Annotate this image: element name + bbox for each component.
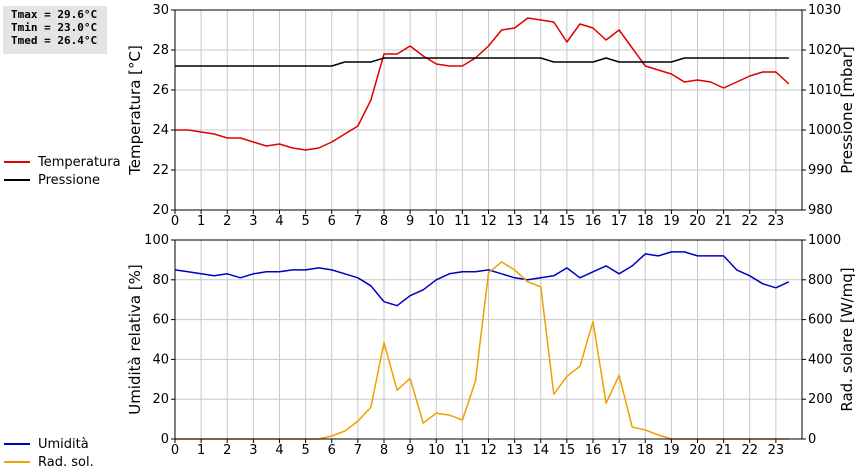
- chart1-y2tick-label-4: 800: [808, 273, 833, 288]
- chart1-xtick-label-16: 16: [585, 443, 602, 458]
- tmed-stat: Tmed = 26.4°C: [11, 34, 98, 47]
- chart1-xtick-label-21: 21: [715, 443, 732, 458]
- chart0-xtick-label-2: 2: [223, 214, 231, 229]
- chart0-y2tick-label-0: 980: [808, 203, 833, 218]
- chart1-xtick-label-2: 2: [223, 443, 231, 458]
- legend-label-pressione: Pressione: [38, 172, 101, 188]
- chart0-y2tick-label-4: 1020: [808, 43, 841, 58]
- chart0-xtick-label-12: 12: [480, 214, 497, 229]
- chart0-xtick-label-13: 13: [506, 214, 523, 229]
- chart1-xtick-label-23: 23: [768, 443, 785, 458]
- tmax-stat: Tmax = 29.6°C: [11, 8, 98, 21]
- chart1-ytick-label-3: 60: [152, 313, 169, 328]
- chart0-y2tick-label-2: 1000: [808, 123, 841, 138]
- chart0-xtick-label-22: 22: [741, 214, 758, 229]
- chart0-xtick-label-9: 9: [406, 214, 414, 229]
- chart1-ytick-label-0: 0: [161, 432, 169, 447]
- legend-label-umidita: Umidità: [38, 436, 89, 452]
- chart1-xtick-label-22: 22: [741, 443, 758, 458]
- chart0-ytick-label-2: 24: [152, 123, 169, 138]
- chart0-xtick-label-16: 16: [585, 214, 602, 229]
- chart1-xtick-label-17: 17: [611, 443, 628, 458]
- chart1-xtick-label-4: 4: [275, 443, 283, 458]
- chart0-y2tick-label-3: 1010: [808, 83, 841, 98]
- chart0-xtick-label-20: 20: [689, 214, 706, 229]
- chart0-ytick-label-3: 26: [152, 83, 169, 98]
- legend-item-temperatura: Temperatura: [4, 153, 121, 171]
- legend-swatch-pressione: [4, 179, 30, 181]
- chart0-xtick-label-6: 6: [328, 214, 336, 229]
- chart1-y2tick-label-1: 200: [808, 392, 833, 407]
- legend-label-temperatura: Temperatura: [38, 154, 121, 170]
- chart0-xtick-label-0: 0: [171, 214, 179, 229]
- chart1-y2tick-label-2: 400: [808, 352, 833, 367]
- chart0-xtick-label-19: 19: [663, 214, 680, 229]
- chart1-xtick-label-12: 12: [480, 443, 497, 458]
- legend-swatch-temperatura: [4, 161, 30, 163]
- chart1-xtick-label-8: 8: [380, 443, 388, 458]
- chart0-xtick-label-15: 15: [559, 214, 576, 229]
- chart0-xtick-label-8: 8: [380, 214, 388, 229]
- chart0-series-0: [175, 17, 790, 151]
- chart0-ylabel: Temperatura [°C]: [126, 45, 144, 176]
- chart1-xtick-label-5: 5: [301, 443, 309, 458]
- chart1-xtick-label-1: 1: [197, 443, 205, 458]
- chart1-xtick-label-10: 10: [428, 443, 445, 458]
- chart0-series-1: [175, 57, 789, 67]
- chart1-series-0: [174, 251, 790, 307]
- chart1-xtick-label-19: 19: [663, 443, 680, 458]
- chart1-xtick-label-6: 6: [328, 443, 336, 458]
- chart1-ytick-label-5: 100: [144, 233, 169, 248]
- chart1-xtick-label-20: 20: [689, 443, 706, 458]
- chart1-ytick-label-1: 20: [152, 392, 169, 407]
- chart0-xtick-label-10: 10: [428, 214, 445, 229]
- chart1-xtick-label-15: 15: [559, 443, 576, 458]
- chart0-xtick-label-21: 21: [715, 214, 732, 229]
- chart0-xtick-label-5: 5: [301, 214, 309, 229]
- chart1-y2tick-label-0: 0: [808, 432, 816, 447]
- chart0-y2label: Pressione [mbar]: [838, 46, 856, 174]
- chart0-xtick-label-11: 11: [454, 214, 471, 229]
- chart1-xtick-label-0: 0: [171, 443, 179, 458]
- chart1-xtick-label-14: 14: [532, 443, 549, 458]
- chart0-xtick-label-17: 17: [611, 214, 628, 229]
- legend-swatch-radsol: [4, 461, 30, 463]
- chart1-y2tick-label-5: 1000: [808, 233, 841, 248]
- chart0-xtick-label-23: 23: [768, 214, 785, 229]
- chart0-ytick-label-4: 28: [152, 43, 169, 58]
- chart1-series-1: [175, 261, 789, 440]
- chart1-xtick-label-3: 3: [249, 443, 257, 458]
- chart1-xtick-label-18: 18: [637, 443, 654, 458]
- legend-top: Temperatura Pressione: [4, 153, 121, 189]
- chart1-ytick-label-2: 40: [152, 352, 169, 367]
- chart0-xtick-label-4: 4: [275, 214, 283, 229]
- chart1-y2label: Rad. solare [W/mq]: [838, 267, 856, 411]
- chart1-ytick-label-4: 80: [152, 273, 169, 288]
- chart1-xtick-label-11: 11: [454, 443, 471, 458]
- legend-swatch-umidita: [4, 443, 30, 445]
- chart0-ytick-label-5: 30: [152, 3, 169, 18]
- chart0-xtick-label-7: 7: [354, 214, 362, 229]
- chart0-xtick-label-14: 14: [532, 214, 549, 229]
- chart1-xtick-label-13: 13: [506, 443, 523, 458]
- legend-item-pressione: Pressione: [4, 171, 121, 189]
- stats-box: Tmax = 29.6°C Tmin = 23.0°C Tmed = 26.4°…: [3, 6, 107, 54]
- chart0-ytick-label-0: 20: [152, 203, 169, 218]
- chart0-xtick-label-3: 3: [249, 214, 257, 229]
- chart0-y2tick-label-5: 1030: [808, 3, 841, 18]
- chart1-y2tick-label-3: 600: [808, 313, 833, 328]
- chart0-ytick-label-1: 22: [152, 163, 169, 178]
- chart1-ylabel: Umidità relativa [%]: [126, 264, 144, 415]
- chart0-xtick-label-1: 1: [197, 214, 205, 229]
- legend-item-umidita: Umidità: [4, 435, 94, 453]
- tmin-stat: Tmin = 23.0°C: [11, 21, 98, 34]
- chart0-xtick-label-18: 18: [637, 214, 654, 229]
- chart1-xtick-label-7: 7: [354, 443, 362, 458]
- chart1-xtick-label-9: 9: [406, 443, 414, 458]
- chart0-y2tick-label-1: 990: [808, 163, 833, 178]
